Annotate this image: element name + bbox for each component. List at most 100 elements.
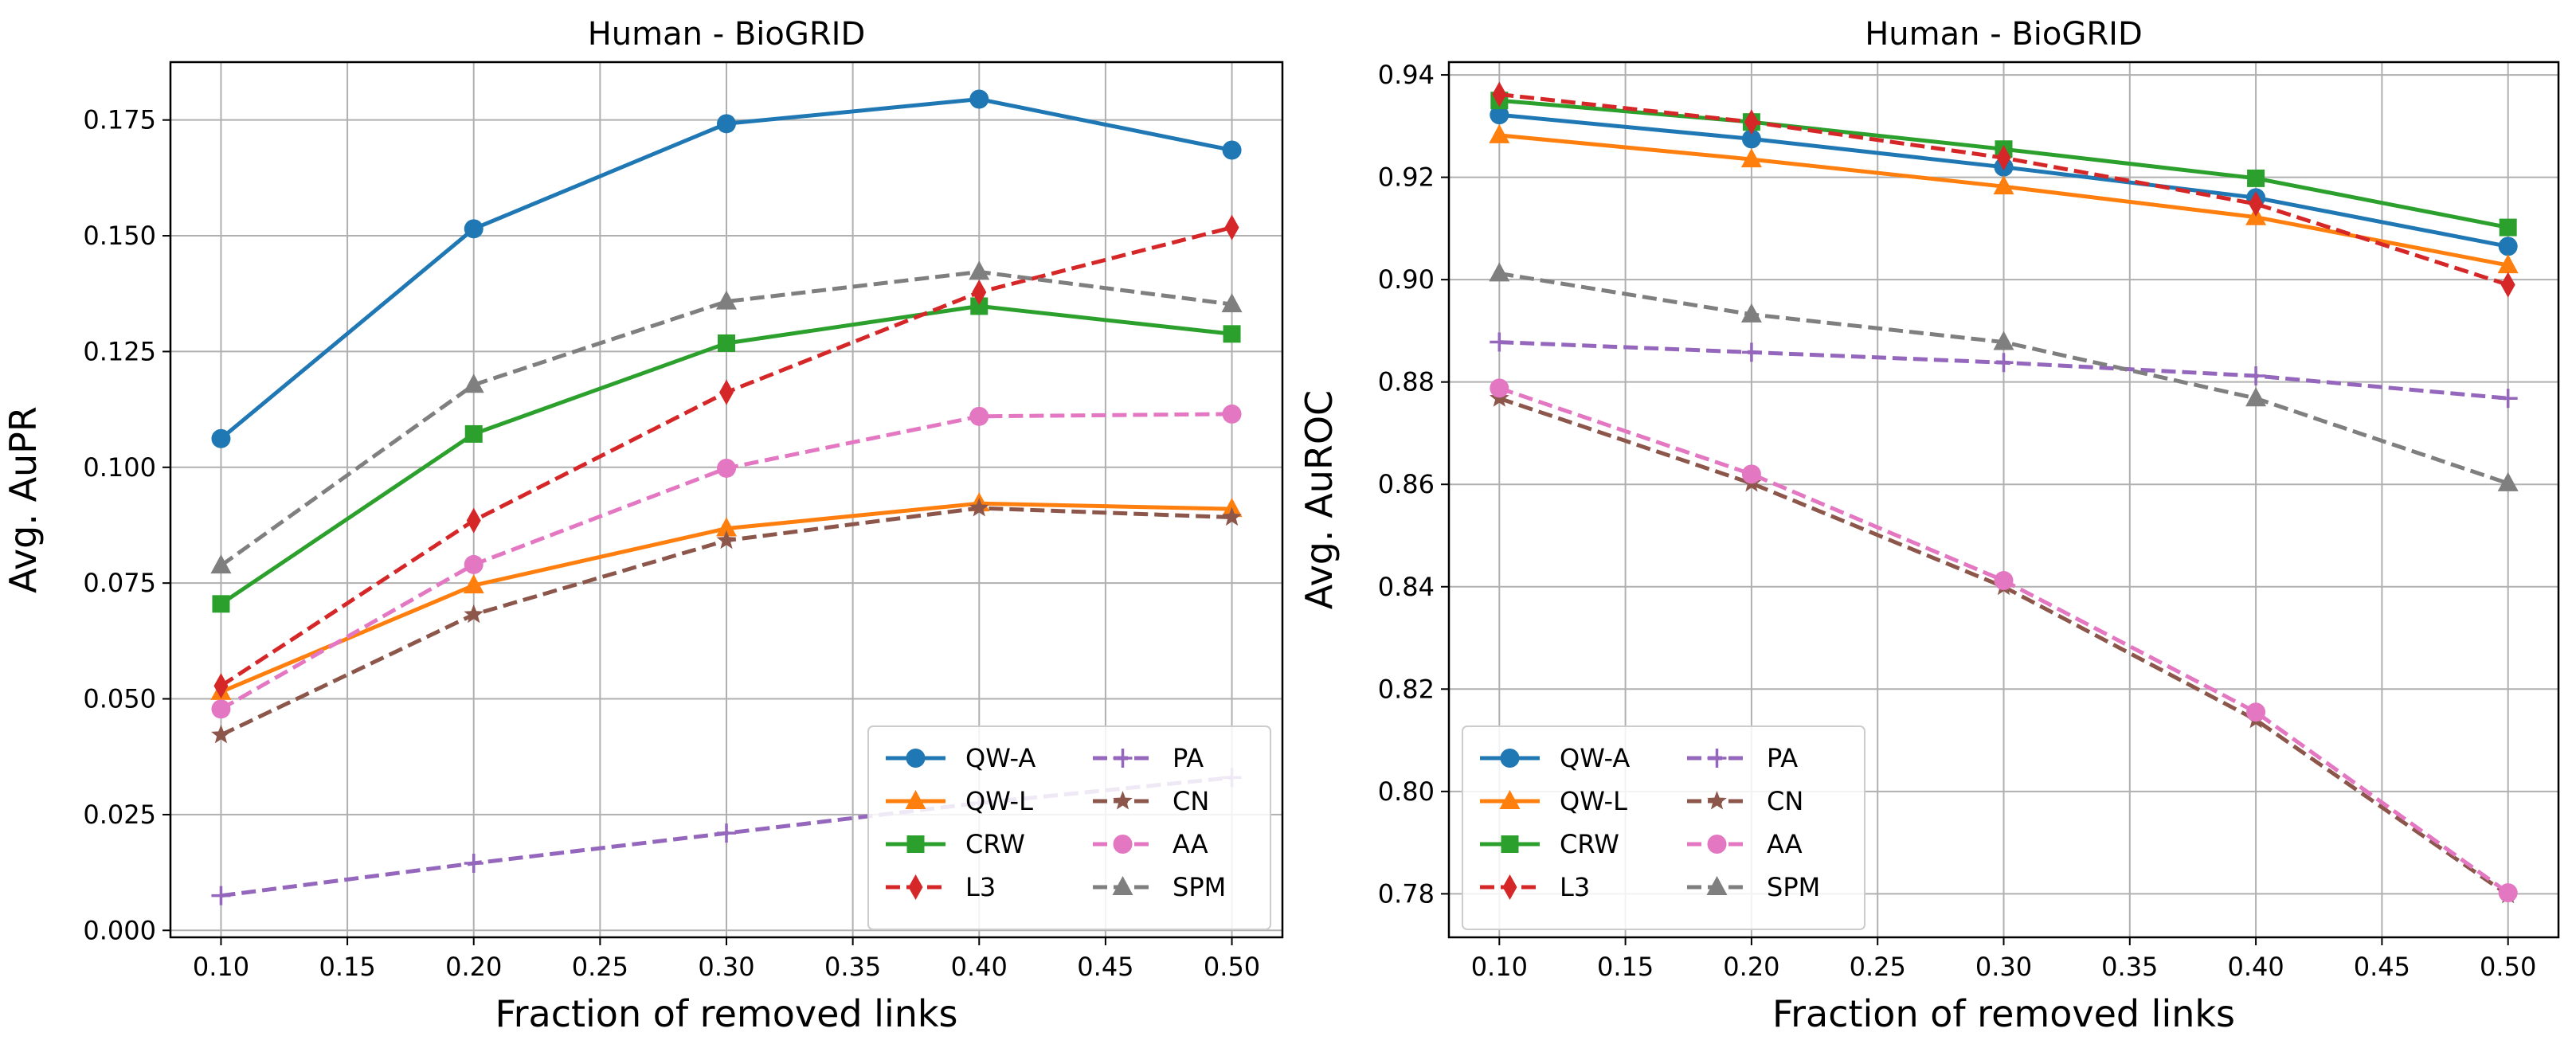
- data-point-aa: [211, 699, 231, 719]
- chart-title: Human - BioGRID: [1865, 16, 2143, 53]
- legend-swatch-marker: [905, 790, 926, 809]
- legend-label: CN: [1767, 786, 1803, 816]
- legend-label: AA: [1767, 829, 1803, 859]
- x-tick-label: 0.10: [193, 952, 249, 982]
- chart-title: Human - BioGRID: [588, 16, 866, 53]
- legend-item-qw-l: QW-L: [886, 786, 1033, 816]
- data-point-aa: [2246, 702, 2266, 722]
- data-point-l3: [466, 507, 481, 534]
- x-tick-label: 0.15: [1597, 952, 1654, 982]
- y-tick-label: 0.150: [83, 221, 156, 251]
- legend-swatch-marker: [908, 874, 923, 900]
- y-tick-label: 0.90: [1378, 264, 1435, 295]
- data-point-qw-a: [1490, 105, 1509, 125]
- legend: QW-A QW-L CRW L3 PA CN AA SPM: [867, 725, 1271, 930]
- legend-item-qw-l: QW-L: [1480, 786, 1627, 816]
- legend-item-qw-a: QW-A: [886, 743, 1035, 773]
- x-tick-label: 0.45: [1077, 952, 1133, 982]
- legend-item-cn: CN: [1093, 786, 1209, 816]
- data-point-qw-a: [717, 114, 736, 134]
- y-tick-label: 0.82: [1378, 674, 1435, 704]
- data-point-l3: [2500, 272, 2515, 298]
- legend-swatch-marker: [1502, 874, 1517, 900]
- series-spm: [210, 260, 1243, 574]
- x-tick-label: 0.45: [2354, 952, 2410, 982]
- data-point-spm: [1740, 303, 1762, 323]
- legend-label: CRW: [1560, 829, 1619, 859]
- legend-box: [867, 725, 1271, 930]
- data-point-qw-l: [463, 574, 484, 594]
- data-point-l3: [1996, 145, 2011, 171]
- y-tick-label: 0.050: [83, 684, 156, 714]
- data-point-qw-a: [464, 219, 483, 239]
- data-point-pa: [717, 823, 736, 843]
- x-tick-label: 0.20: [1723, 952, 1779, 982]
- data-point-spm: [1993, 330, 2014, 350]
- legend-swatch-marker: [1113, 835, 1133, 854]
- chart-aupr: 0.10 0.15 0.20 0.25 0.30 0.35 0.40 0.45 0.50 0.00…: [2, 16, 1284, 1035]
- series-l3: [1492, 81, 2515, 298]
- data-point-spm: [2245, 387, 2267, 407]
- data-point-crw: [2247, 169, 2265, 187]
- series-aa: [1490, 378, 2518, 903]
- legend-swatch-marker: [906, 749, 926, 768]
- data-point-l3: [1224, 214, 1239, 241]
- data-point-spm: [1489, 262, 1510, 282]
- data-point-qw-a: [1222, 140, 1242, 160]
- y-tick-label: 0.125: [83, 336, 156, 366]
- y-axis-label: Avg. AuROC: [1298, 390, 1341, 609]
- x-tick-label: 0.20: [445, 952, 502, 982]
- legend-item-aa: AA: [1093, 829, 1208, 859]
- y-tick-label: 0.175: [83, 105, 156, 135]
- data-point-qw-l: [2497, 254, 2519, 274]
- data-point-qw-a: [1741, 129, 1761, 149]
- y-tick-label: 0.88: [1378, 367, 1435, 397]
- y-tick-label: 0.78: [1378, 878, 1435, 909]
- legend-swatch-marker: [906, 835, 925, 853]
- legend-label: PA: [1767, 743, 1798, 773]
- data-point-qw-a: [211, 428, 231, 448]
- data-point-l3: [1492, 81, 1507, 108]
- data-point-spm: [2497, 471, 2519, 491]
- y-tick-label: 0.000: [83, 915, 156, 945]
- x-tick-label: 0.30: [698, 952, 754, 982]
- y-tick-label: 0.84: [1378, 572, 1435, 602]
- axes-frame: [169, 61, 1284, 939]
- data-point-spm: [1221, 293, 1243, 313]
- data-point-aa: [1490, 378, 1509, 398]
- series-qw-a: [211, 89, 1242, 448]
- x-axis-label: Fraction of removed links: [1772, 992, 2235, 1035]
- legend-label: SPM: [1173, 872, 1226, 902]
- legend-label: AA: [1173, 829, 1208, 859]
- y-tick-label: 0.86: [1378, 469, 1435, 499]
- legend-swatch-marker: [1112, 876, 1133, 895]
- legend-label: QW-A: [965, 743, 1035, 773]
- series-cn: [211, 498, 1242, 744]
- data-point-aa: [717, 458, 736, 478]
- series-l3: [213, 214, 1239, 699]
- data-point-pa: [464, 853, 483, 873]
- data-point-spm: [716, 290, 737, 310]
- y-tick-label: 0.92: [1378, 162, 1435, 193]
- data-point-crw: [464, 424, 483, 443]
- legend-item-spm: SPM: [1687, 872, 1820, 902]
- data-point-crw: [718, 334, 735, 352]
- x-tick-label: 0.25: [572, 952, 628, 982]
- data-point-aa: [969, 406, 989, 426]
- data-point-l3: [213, 673, 229, 699]
- legend-item-cn: CN: [1687, 786, 1803, 816]
- data-point-qw-l: [716, 517, 737, 537]
- data-point-aa: [1741, 464, 1761, 484]
- legend-swatch-marker: [1707, 835, 1727, 854]
- legend-swatch-marker: [1501, 835, 1519, 853]
- legend-label: CRW: [965, 829, 1025, 859]
- x-tick-label: 0.15: [319, 952, 375, 982]
- data-point-aa: [1994, 571, 2014, 591]
- y-axis-label: Avg. AuPR: [2, 406, 45, 593]
- data-point-l3: [719, 379, 734, 405]
- x-tick-label: 0.30: [1975, 952, 2032, 982]
- data-point-crw: [1223, 325, 1241, 343]
- y-tick-label: 0.025: [83, 800, 156, 830]
- data-point-pa: [1741, 342, 1761, 362]
